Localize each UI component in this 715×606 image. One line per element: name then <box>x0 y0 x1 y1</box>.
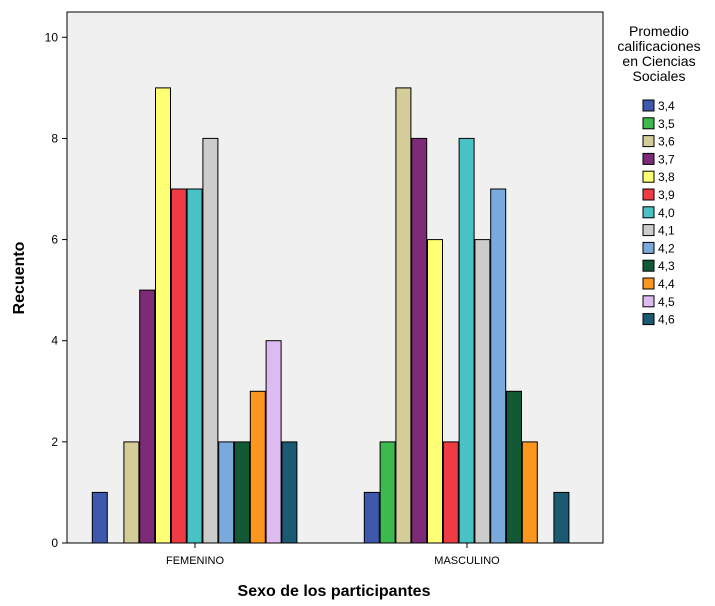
bar <box>553 491 570 544</box>
x-axis-title: Sexo de los participantes <box>238 583 431 600</box>
legend-swatch <box>642 277 655 290</box>
bar <box>186 188 203 544</box>
legend-label: 3,8 <box>658 170 675 184</box>
bar <box>521 441 538 544</box>
legend-swatch <box>642 241 655 254</box>
legend-swatch <box>642 295 655 308</box>
legend-label: 4,4 <box>658 277 675 291</box>
legend-swatch <box>642 170 655 183</box>
bar <box>155 87 171 544</box>
bar <box>395 87 412 544</box>
bar <box>170 188 187 544</box>
bar <box>490 188 507 544</box>
y-tick-label: 10 <box>45 30 59 44</box>
bar <box>363 491 380 544</box>
bar <box>139 289 156 544</box>
bars <box>91 87 570 544</box>
y-tick-label: 8 <box>51 131 58 145</box>
legend-swatch <box>642 152 655 165</box>
legend-swatch <box>642 188 655 201</box>
legend-title-line: en Ciencias <box>622 53 695 69</box>
bar <box>234 441 250 544</box>
y-tick-label: 0 <box>51 536 58 550</box>
bar <box>123 441 140 544</box>
bar <box>474 239 491 544</box>
legend-label: 4,5 <box>658 295 675 309</box>
legend-title-line: calificaciones <box>617 38 700 54</box>
legend-swatch <box>642 259 655 272</box>
bar <box>427 239 443 544</box>
bar <box>218 441 235 544</box>
legend: Promedio calificaciones en Ciencias Soci… <box>617 23 700 327</box>
bar <box>265 340 282 544</box>
bar <box>91 491 108 544</box>
legend-title-line: Sociales <box>633 68 686 84</box>
bar <box>411 137 428 544</box>
legend-swatch <box>642 206 655 219</box>
legend-label: 3,5 <box>658 117 675 131</box>
legend-label: 4,3 <box>658 259 675 273</box>
legend-swatch <box>642 135 655 148</box>
bar <box>458 137 475 544</box>
legend-label: 3,9 <box>658 188 675 202</box>
legend-label: 3,4 <box>658 99 675 113</box>
legend-label: 4,1 <box>658 224 675 238</box>
bar <box>506 390 522 544</box>
legend-label: 4,0 <box>658 206 675 220</box>
bar <box>202 137 219 544</box>
legend-label: 4,6 <box>658 313 675 327</box>
y-tick-label: 2 <box>51 435 58 449</box>
y-tick-label: 4 <box>51 334 58 348</box>
legend-label: 3,7 <box>658 152 675 166</box>
bar <box>442 441 459 544</box>
y-axis: 0 2 4 6 8 10 <box>45 30 67 550</box>
legend-swatch <box>642 117 655 130</box>
legend-swatch <box>642 224 655 237</box>
bar <box>249 390 266 544</box>
y-axis-title: Recuento <box>11 241 28 314</box>
y-tick-label: 6 <box>51 233 58 247</box>
legend-title-line: Promedio <box>629 23 689 39</box>
legend-swatch <box>642 99 655 112</box>
x-tick-label: FEMENINO <box>166 555 225 567</box>
x-axis: FEMENINO MASCULINO <box>166 543 500 567</box>
legend-swatch <box>642 313 655 326</box>
bar <box>379 441 396 544</box>
bar <box>281 441 298 544</box>
legend-label: 3,6 <box>658 135 675 149</box>
x-tick-label: MASCULINO <box>434 555 500 567</box>
legend-label: 4,2 <box>658 241 675 255</box>
